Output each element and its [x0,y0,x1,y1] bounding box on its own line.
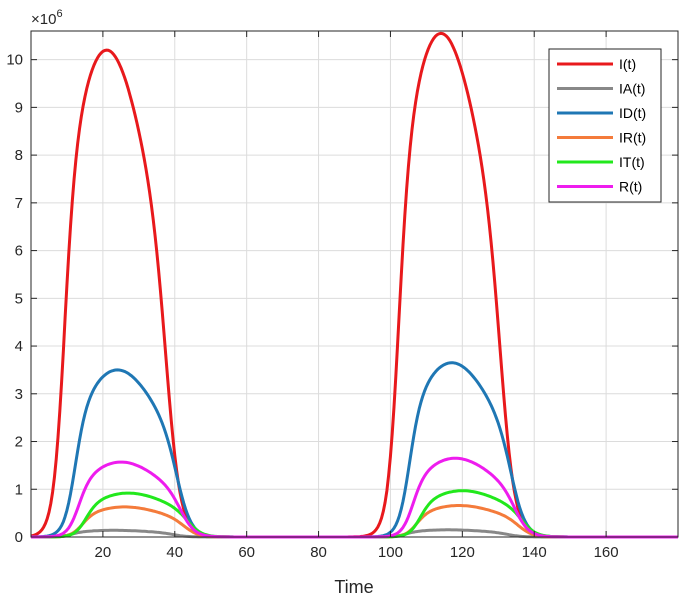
y-tick-label: 3 [15,386,23,403]
x-tick-label: 160 [594,544,619,561]
y-tick-label: 8 [15,147,23,164]
x-tick-label: 20 [95,544,112,561]
legend-label: IR(t) [619,130,646,146]
y-tick-label: 0 [15,529,23,546]
exponent-base: ×10 [31,11,56,28]
legend-box [548,48,662,203]
y-tick-label: 1 [15,481,23,498]
x-ticks: 20 40 60 80 100 120 140 160 [95,31,619,561]
legend-label: I(t) [619,56,636,72]
y-tick-label: 7 [15,195,23,212]
exponent-label: ×106 [31,8,63,28]
legend-label: IA(t) [619,81,645,97]
y-tick-label: 10 [6,52,23,69]
legend-label: IT(t) [619,154,645,170]
y-tick-label: 2 [15,434,23,451]
y-ticks: 0 1 2 3 4 5 6 7 8 9 10 [6,52,678,546]
x-tick-label: 100 [378,544,403,561]
exponent-power: 6 [56,8,62,20]
y-tick-label: 6 [15,243,23,260]
legend-label: ID(t) [619,105,646,121]
y-tick-label: 4 [15,338,23,355]
legend: I(t) IA(t) ID(t) IR(t) IT(t) R(t) [548,48,662,203]
y-tick-label: 9 [15,99,23,116]
x-axis-label: Time [334,577,373,597]
y-tick-label: 5 [15,290,23,307]
x-tick-label: 60 [238,544,255,561]
svg-text:×106: ×106 [31,8,63,28]
x-tick-label: 40 [166,544,183,561]
x-tick-label: 80 [310,544,327,561]
x-tick-label: 120 [450,544,475,561]
x-tick-label: 140 [522,544,547,561]
plot-frame [30,30,679,538]
legend-label: R(t) [619,179,642,195]
